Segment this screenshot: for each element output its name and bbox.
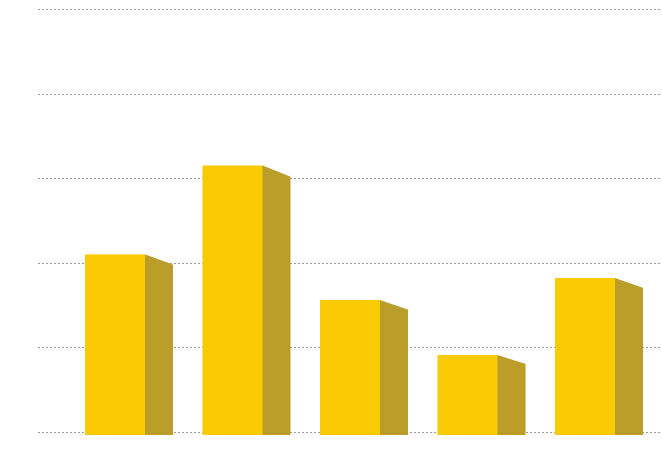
bar-2-front bbox=[202, 165, 263, 435]
bar-1-side bbox=[145, 254, 173, 435]
bar-5-side bbox=[615, 278, 643, 435]
bar-5-front bbox=[555, 278, 615, 435]
bar-1 bbox=[85, 254, 173, 435]
bar-2-side bbox=[262, 165, 291, 435]
bars bbox=[85, 165, 643, 435]
bar-1-front bbox=[85, 254, 145, 435]
bar-3 bbox=[320, 300, 408, 435]
bar-3-front bbox=[320, 300, 380, 435]
bar-5 bbox=[555, 278, 643, 435]
bar-3-side bbox=[380, 300, 408, 435]
bar-2 bbox=[202, 165, 291, 435]
bar-4-front bbox=[437, 355, 498, 435]
bar-4-side bbox=[497, 355, 526, 435]
bar-4 bbox=[437, 355, 526, 435]
